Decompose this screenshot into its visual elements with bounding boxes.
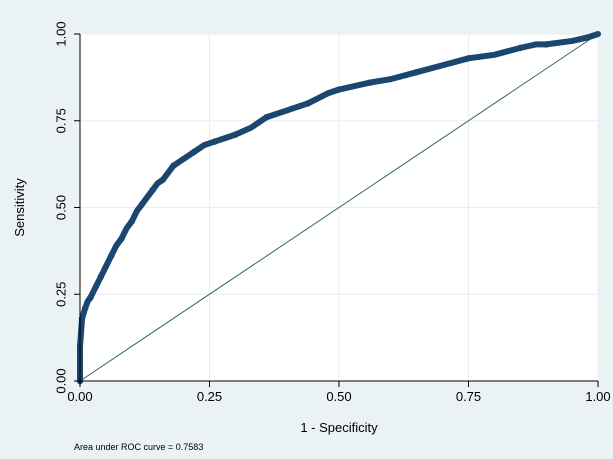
x-tick-label: 1.00	[585, 389, 610, 404]
y-tick-label: 0.25	[53, 282, 68, 307]
roc-point	[465, 55, 472, 62]
y-tick-group: 0.00 0.25 0.50 0.75 1.00	[53, 21, 80, 394]
x-tick-label: 0.25	[197, 389, 222, 404]
roc-point	[366, 79, 374, 86]
roc-point	[232, 131, 239, 138]
roc-point	[159, 176, 167, 183]
reference-line-layer	[79, 33, 599, 382]
roc-point	[304, 100, 312, 107]
y-tick-label: 1.00	[53, 21, 68, 46]
roc-point	[128, 218, 135, 225]
roc-point	[517, 44, 524, 52]
roc-point	[138, 200, 146, 208]
roc-point	[149, 186, 156, 194]
roc-point	[190, 148, 198, 156]
x-tick-label: 0.50	[326, 389, 351, 404]
roc-point	[81, 304, 89, 312]
roc-point	[263, 114, 270, 121]
roc-point	[335, 86, 343, 93]
roc-point	[107, 252, 115, 260]
x-tick-label: 0.75	[456, 389, 481, 404]
y-tick-label: 0.00	[53, 368, 68, 393]
reference-diagonal-line	[79, 33, 599, 382]
x-tick-label: 0.00	[67, 389, 92, 404]
roc-curve-layer	[76, 31, 601, 385]
y-tick-label: 0.75	[53, 108, 68, 133]
y-axis-label: Sensitivity	[12, 178, 27, 237]
x-axis-label: 1 - Specificity	[300, 420, 378, 435]
auc-note: Area under ROC curve = 0.7583	[74, 442, 203, 452]
roc-point	[87, 294, 94, 301]
roc-point	[211, 138, 218, 145]
roc-point	[543, 41, 550, 48]
roc-point	[584, 34, 591, 41]
roc-point	[413, 68, 420, 76]
x-tick-group: 0.00 0.25 0.50 0.75 1.00	[67, 381, 611, 404]
roc-point	[97, 273, 104, 281]
roc-point	[118, 235, 125, 242]
y-tick-label: 0.50	[53, 195, 68, 220]
roc-point	[170, 162, 177, 170]
